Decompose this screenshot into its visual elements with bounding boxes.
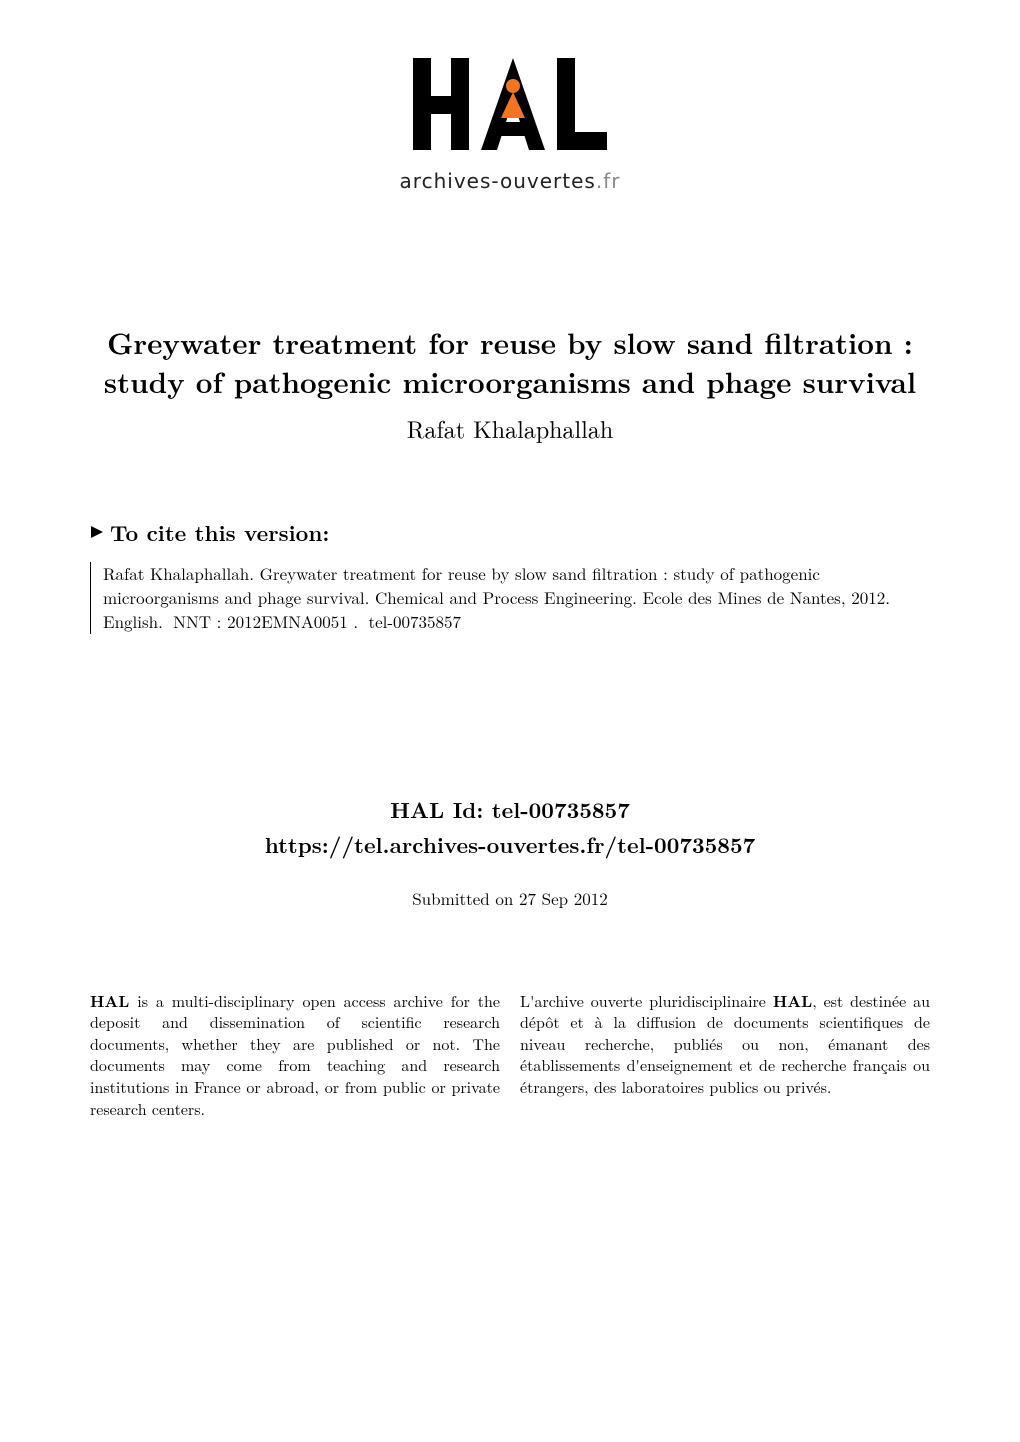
description-left: HAL is a multi-disciplinary open access …	[90, 990, 500, 1120]
hal-logo-subtext: archives-ouvertes.fr	[90, 169, 930, 193]
hal-id-block: HAL Id: tel-00735857 https://tel.archive…	[90, 794, 930, 860]
hal-id-url[interactable]: https://tel.archives-ouvertes.fr/tel-007…	[90, 829, 930, 860]
document-title: Greywater treatment for reuse by slow sa…	[90, 323, 930, 401]
cite-text: Rafat Khalaphallah. Greywater treatment …	[90, 562, 930, 633]
hal-logo-block: archives-ouvertes.fr	[90, 50, 930, 193]
triangle-right-icon	[90, 515, 104, 546]
hal-id-label: HAL Id: tel-00735857	[90, 794, 930, 825]
logo-subtext-main: archives-ouvertes	[400, 169, 596, 193]
description-right: L'archive ouverte pluridisciplinaire HAL…	[520, 990, 930, 1120]
logo-subtext-suffix: .fr	[596, 169, 621, 193]
cite-heading-text: To cite this version:	[110, 517, 329, 548]
cite-heading: To cite this version:	[90, 515, 930, 548]
title-block: Greywater treatment for reuse by slow sa…	[90, 323, 930, 445]
cite-block: To cite this version: Rafat Khalaphallah…	[90, 515, 930, 633]
submitted-date: Submitted on 27 Sep 2012	[90, 886, 930, 910]
hal-logo	[405, 50, 615, 165]
document-author: Rafat Khalaphallah	[90, 411, 930, 445]
description-columns: HAL is a multi-disciplinary open access …	[90, 990, 930, 1120]
